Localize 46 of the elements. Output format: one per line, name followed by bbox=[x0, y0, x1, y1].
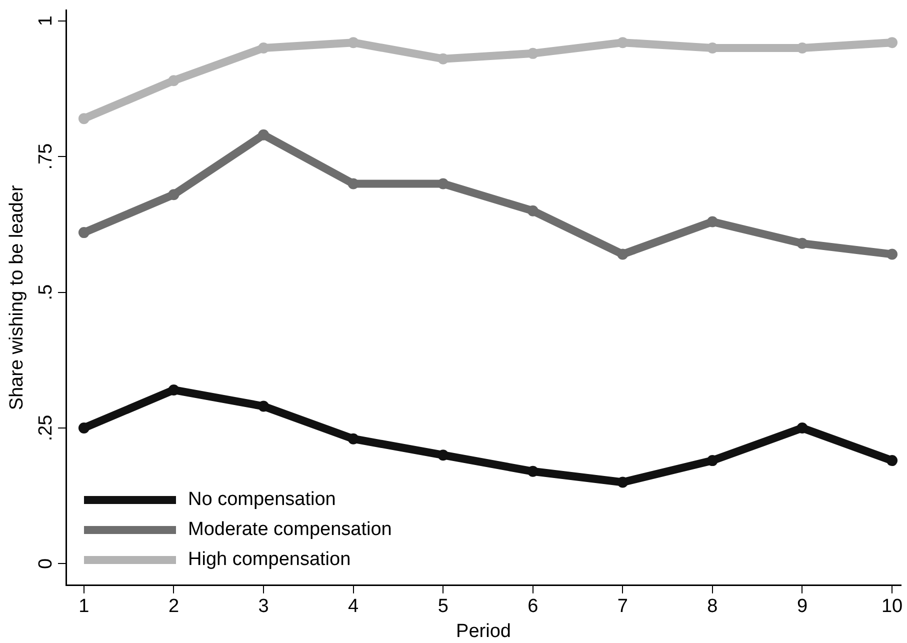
x-tick-label: 3 bbox=[258, 596, 269, 618]
point bbox=[168, 384, 180, 396]
point bbox=[438, 178, 449, 190]
point bbox=[168, 75, 180, 86]
x-tick-label: 2 bbox=[168, 596, 180, 618]
point bbox=[796, 238, 808, 249]
legend-label: No compensation bbox=[188, 489, 336, 512]
point bbox=[706, 455, 718, 466]
point bbox=[348, 178, 359, 190]
y-tick-label: .5 bbox=[36, 284, 57, 300]
legend-label: Moderate compensation bbox=[188, 519, 392, 542]
point bbox=[886, 455, 898, 466]
point bbox=[78, 227, 90, 238]
point bbox=[617, 37, 628, 48]
point bbox=[706, 216, 718, 228]
y-tick-label: 0 bbox=[36, 558, 57, 569]
point bbox=[527, 466, 538, 477]
point bbox=[168, 189, 180, 200]
x-tick-label: 10 bbox=[881, 596, 903, 618]
y-tick-label: .25 bbox=[36, 414, 57, 442]
x-tick-label: 1 bbox=[78, 596, 90, 618]
x-tick-label: 9 bbox=[796, 596, 808, 618]
y-tick-label: .75 bbox=[36, 143, 57, 170]
x-tick-label: 6 bbox=[528, 596, 538, 618]
point bbox=[886, 248, 898, 260]
point bbox=[78, 113, 90, 124]
point bbox=[617, 476, 628, 488]
point bbox=[527, 48, 538, 59]
x-axis-title: Period bbox=[456, 620, 511, 642]
x-tick-label: 8 bbox=[707, 596, 718, 618]
point bbox=[258, 129, 270, 140]
point bbox=[438, 450, 449, 461]
point bbox=[258, 400, 270, 412]
y-axis-title: Share wishing to be leader bbox=[6, 184, 28, 410]
point bbox=[796, 422, 808, 434]
point bbox=[886, 37, 898, 48]
point bbox=[348, 433, 359, 444]
point bbox=[617, 248, 628, 260]
point bbox=[348, 37, 359, 48]
point bbox=[527, 205, 538, 216]
x-tick-label: 5 bbox=[438, 596, 448, 618]
y-tick-label: 1 bbox=[36, 16, 57, 26]
point bbox=[78, 422, 90, 434]
x-tick-label: 4 bbox=[348, 596, 360, 618]
x-tick-label: 7 bbox=[617, 596, 628, 618]
legend-label: High compensation bbox=[188, 549, 351, 572]
